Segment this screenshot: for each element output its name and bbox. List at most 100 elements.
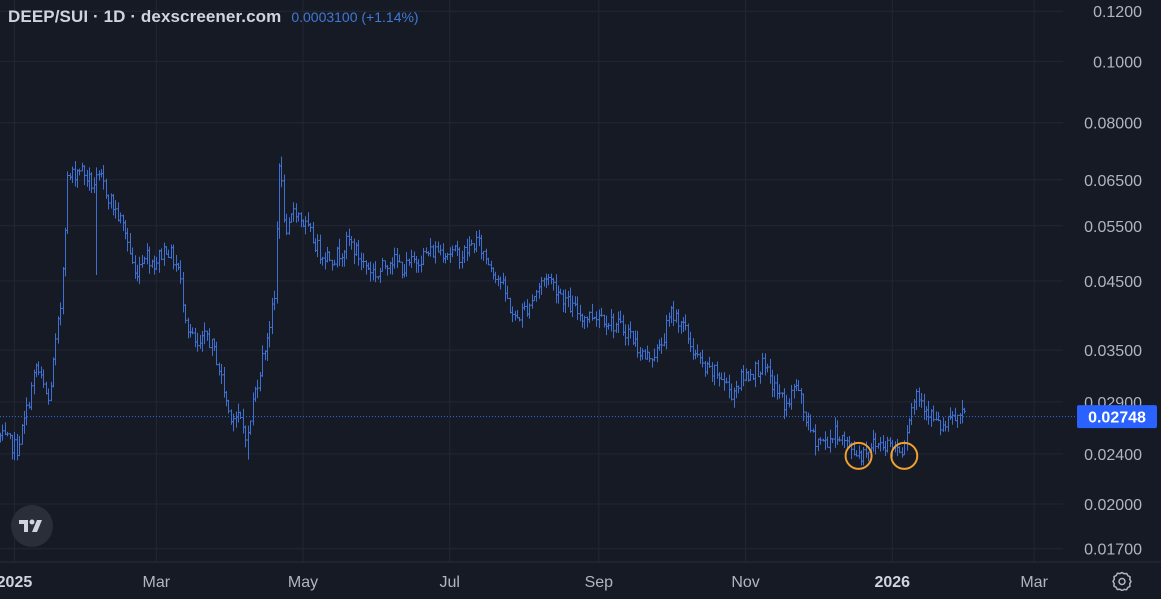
ohlc-bar: [1, 424, 4, 441]
ohlc-bar: [918, 387, 921, 407]
ohlc-bar: [636, 330, 639, 358]
price-axis[interactable]: 0.1200 0.1000 0.08000 0.06500 0.05500 0.04500…: [1084, 4, 1142, 559]
ohlc-bar: [656, 344, 659, 363]
x-tick-label: Nov: [731, 574, 759, 591]
ohlc-bar: [413, 251, 416, 264]
ohlc-bar: [749, 369, 752, 381]
ohlc-bar: [338, 238, 341, 266]
last-price-tag: 0.02748: [1077, 405, 1157, 429]
ohlc-bar: [11, 434, 14, 460]
ohlc-bar: [776, 374, 779, 400]
ohlc-bar: [131, 247, 134, 265]
ohlc-bar: [668, 312, 671, 327]
ohlc-bar: [778, 384, 781, 399]
ohlc-bar: [535, 289, 538, 302]
x-tick-label: Jul: [440, 574, 460, 591]
ohlc-bar: [680, 321, 683, 334]
ohlc-bar: [54, 333, 57, 366]
ohlc-bar: [119, 212, 122, 224]
ohlc-bar: [925, 406, 928, 421]
ohlc-bar: [930, 409, 933, 427]
ohlc-bar: [473, 243, 476, 254]
ohlc-bar: [25, 397, 28, 426]
tradingview-logo-icon[interactable]: [11, 505, 53, 547]
ohlc-bar: [557, 285, 560, 304]
ohlc-bar: [114, 200, 117, 219]
ohlc-bar: [898, 446, 901, 453]
ohlc-bar: [627, 324, 630, 346]
ohlc-bar: [102, 165, 105, 190]
ohlc-bar: [653, 348, 656, 362]
ohlc-bar: [466, 238, 469, 261]
ohlc-bar: [292, 202, 295, 222]
ohlc-bar: [33, 369, 36, 395]
ohlc-bar: [384, 260, 387, 270]
ohlc-bar: [129, 233, 132, 255]
ohlc-bar: [607, 322, 610, 330]
ohlc-bar: [182, 271, 185, 313]
ohlc-bar: [641, 348, 644, 360]
ohlc-bar: [783, 388, 786, 420]
ohlc-bar: [78, 168, 81, 176]
ohlc-bar: [13, 432, 16, 461]
ohlc-bar: [634, 330, 637, 347]
x-tick-label: Mar: [143, 574, 171, 591]
ohlc-bar: [644, 349, 647, 360]
symbol-title[interactable]: DEEP/SUI · 1D · dexscreener.com: [8, 7, 282, 26]
ohlc-bar: [814, 424, 817, 456]
ohlc-bar: [475, 231, 478, 253]
ohlc-bar: [442, 243, 445, 263]
ohlc-bar: [562, 289, 565, 313]
ohlc-bar: [386, 264, 389, 276]
ohlc-bar: [571, 295, 574, 318]
ohlc-bar: [910, 402, 913, 426]
ohlc-bar: [682, 317, 685, 333]
ohlc-bar: [812, 428, 815, 433]
ohlc-bar: [167, 249, 170, 258]
ohlc-bar: [612, 313, 615, 339]
ohlc-bar: [502, 272, 505, 285]
ohlc-bar: [735, 380, 738, 399]
gear-icon[interactable]: [1110, 569, 1134, 593]
ohlc-bar: [843, 431, 846, 449]
ohlc-bar: [586, 316, 589, 328]
ohlc-bar: [720, 372, 723, 381]
time-axis[interactable]: 2025 Mar May Jul Sep Nov 2026 Mar: [0, 561, 1161, 591]
ohlc-bar: [312, 221, 315, 244]
ohlc-bar: [771, 369, 774, 398]
ohlc-bar: [76, 169, 79, 188]
ohlc-bar: [927, 400, 930, 425]
ohlc-bar: [737, 385, 740, 394]
last-price-value: 0.02748: [1088, 410, 1146, 427]
ohlc-bar: [141, 254, 144, 268]
ohlc-bar: [574, 296, 577, 307]
ohlc-bar: [867, 451, 870, 462]
ohlc-bar: [415, 256, 418, 273]
ohlc-bar: [247, 425, 250, 460]
ohlc-bar: [838, 436, 841, 442]
ohlc-bar: [665, 315, 668, 350]
ohlc-bar: [826, 436, 829, 448]
ohlc-bar: [579, 304, 582, 322]
ohlc-bar: [761, 352, 764, 375]
ohlc-bar: [353, 238, 356, 265]
ohlc-bar: [831, 438, 834, 444]
ohlc-bar: [124, 220, 127, 240]
ohlc-bar: [30, 382, 33, 411]
ohlc-bar: [37, 361, 40, 376]
ohlc-bar: [21, 424, 24, 445]
chart-header: DEEP/SUI · 1D · dexscreener.com 0.000310…: [8, 6, 419, 28]
y-tick-label: 0.02000: [1084, 497, 1142, 514]
ohlc-bar: [66, 171, 69, 235]
ohlc-bar: [309, 222, 312, 233]
ohlc-bar: [677, 309, 680, 333]
ohlc-bar: [687, 323, 690, 344]
ohlc-bar: [886, 436, 889, 453]
ohlc-bar: [694, 349, 697, 360]
ohlc-bar: [836, 420, 839, 445]
ohlc-bar: [600, 307, 603, 317]
ohlc-bar: [220, 363, 223, 384]
ohlc-bar: [362, 253, 365, 269]
ohlc-bar: [648, 351, 651, 363]
